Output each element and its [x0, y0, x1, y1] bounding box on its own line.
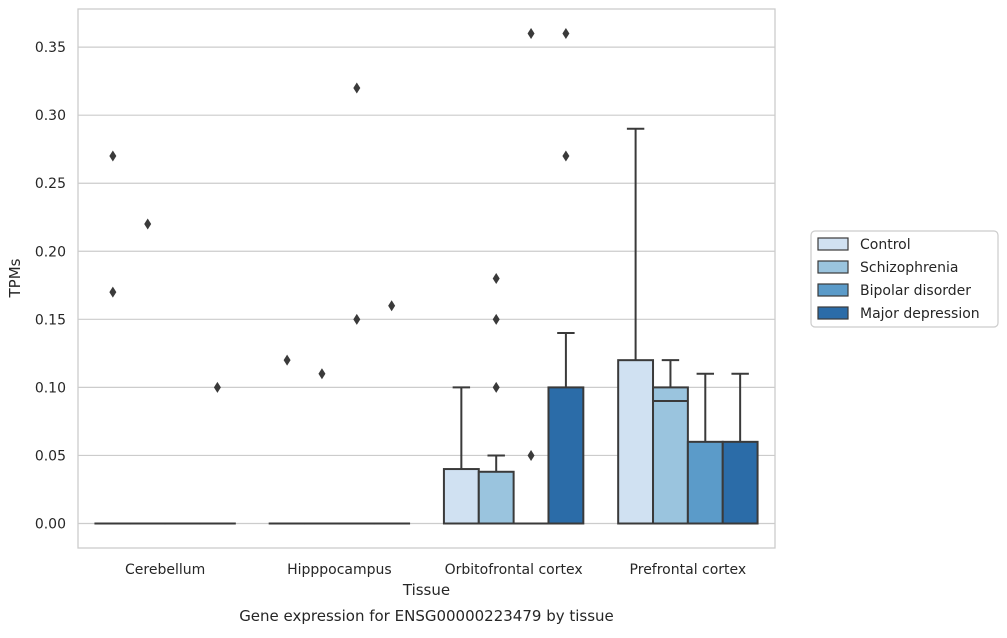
- x-axis-label: Tissue: [402, 581, 450, 599]
- y-axis-label: TPMs: [6, 258, 24, 298]
- legend-label: Control: [860, 237, 911, 253]
- box-body: [548, 387, 583, 523]
- legend-swatch: [818, 261, 848, 273]
- x-tick-label: Cerebellum: [125, 562, 205, 578]
- box-body: [444, 469, 479, 523]
- legend-label: Bipolar disorder: [860, 283, 971, 299]
- box-body: [653, 387, 688, 523]
- box-body: [479, 472, 514, 524]
- chart-caption: Gene expression for ENSG00000223479 by t…: [239, 607, 614, 625]
- x-tick-label: Prefrontal cortex: [630, 562, 747, 578]
- x-tick-label: Hipppocampus: [287, 562, 392, 578]
- y-tick-label: 0.15: [35, 312, 66, 328]
- x-tick-labels: Cerebellum Hipppocampus Orbitofrontal cort…: [125, 562, 746, 578]
- legend-swatch: [818, 307, 848, 319]
- legend-swatch: [818, 284, 848, 296]
- legend-swatch: [818, 238, 848, 250]
- x-tick-label: Orbitofrontal cortex: [445, 562, 583, 578]
- y-tick-label: 0.20: [35, 244, 66, 260]
- y-tick-label: 0.05: [35, 448, 66, 464]
- box-body: [618, 360, 653, 523]
- y-tick-label: 0.10: [35, 380, 66, 396]
- legend-label: Major depression: [860, 306, 980, 322]
- y-tick-label: 0.35: [35, 40, 66, 56]
- box-body: [723, 442, 758, 524]
- y-tick-labels: 0.00 0.05 0.10 0.15 0.20 0.25 0.30 0.35: [35, 40, 66, 532]
- y-tick-label: 0.30: [35, 108, 66, 124]
- legend: Control Schizophrenia Bipolar disorder Majo…: [811, 231, 998, 327]
- y-tick-label: 0.25: [35, 176, 66, 192]
- box-body: [688, 442, 723, 524]
- legend-label: Schizophrenia: [860, 260, 958, 276]
- y-tick-label: 0.00: [35, 517, 66, 533]
